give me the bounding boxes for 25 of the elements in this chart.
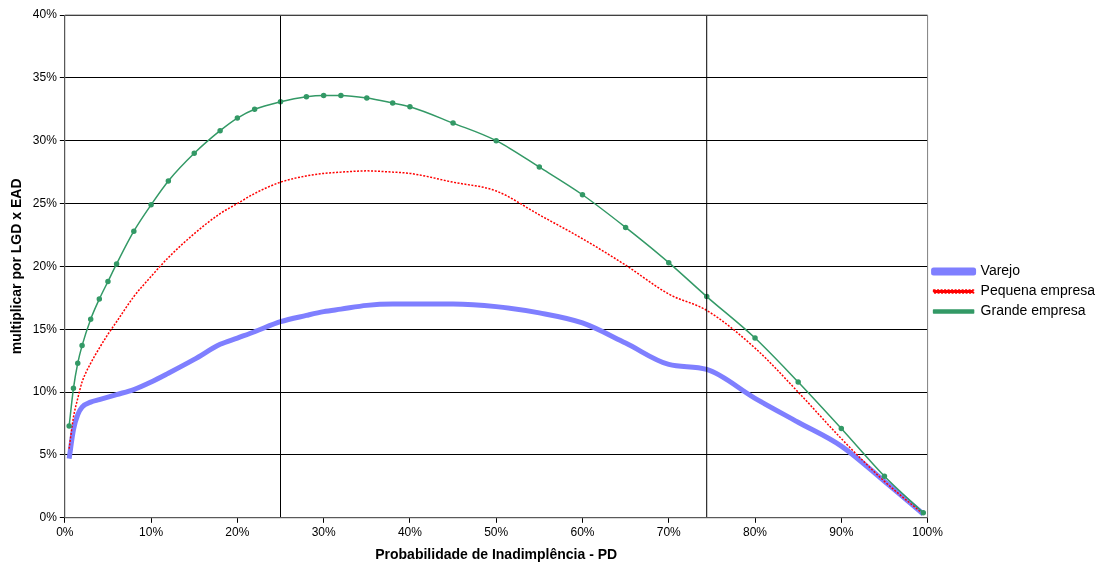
x-tick-label: 40% [397,525,423,540]
x-tick-label: 30% [311,525,336,540]
legend-label: Varejo [980,262,1021,279]
legend-label: Pequena empresa [980,282,1096,299]
y-tick-label: 15% [32,321,58,336]
y-axis-title: multiplicar por LGD x EAD [8,178,25,355]
x-tick-label: 100% [912,525,944,540]
y-tick-label: 40% [32,7,58,22]
x-axis-title: Probabilidade de Inadimplência - PD [375,546,618,563]
y-tick-label: 10% [32,384,58,399]
legend-label: Grande empresa [980,302,1086,319]
y-tick-label: 35% [32,70,58,85]
y-tick-label: 0% [39,510,58,525]
x-tick-label: 60% [570,525,595,540]
x-tick-label: 0% [56,525,74,540]
x-tick-label: 70% [656,525,682,540]
x-tick-label: 50% [484,525,509,540]
y-tick-label: 30% [32,133,58,148]
y-tick-label: 25% [32,195,58,210]
x-tick-label: 90% [829,525,854,540]
x-tick-label: 80% [743,525,768,540]
y-tick-label: 5% [39,447,58,462]
x-tick-label: 10% [139,525,164,540]
y-tick-label: 20% [32,258,58,273]
x-tick-label: 20% [225,525,250,540]
